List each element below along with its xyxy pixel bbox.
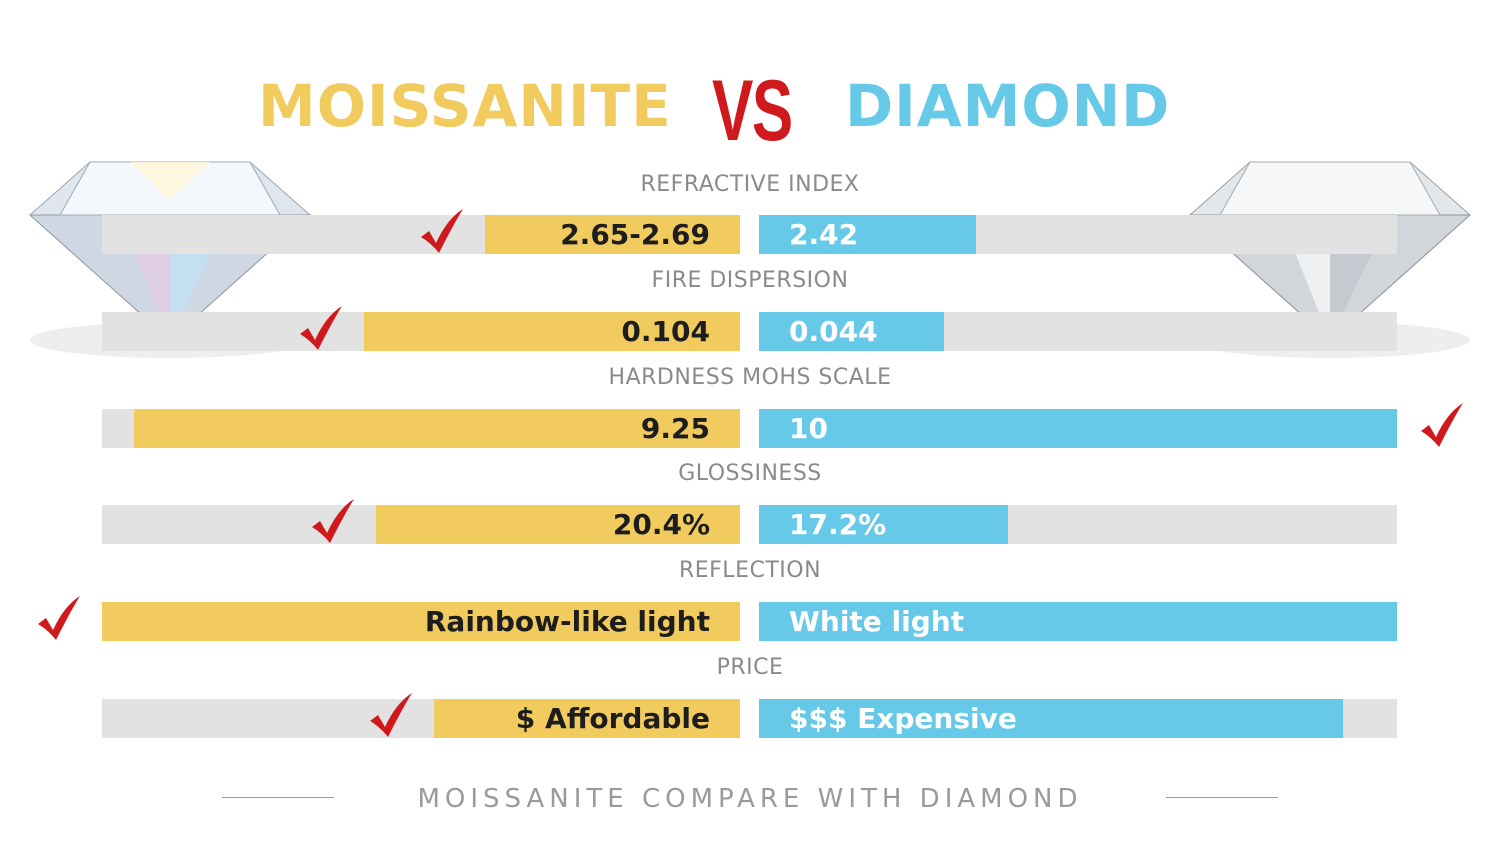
moissanite-bar <box>434 699 740 738</box>
diamond-track: 2.42 <box>759 215 1397 254</box>
diamond-value: 17.2% <box>789 508 887 541</box>
footer-divider-left <box>222 797 334 798</box>
checkmark-icon <box>1419 401 1465 449</box>
moissanite-value: 20.4% <box>612 508 710 541</box>
moissanite-value: $ Affordable <box>515 702 710 735</box>
vs-label: VS <box>712 63 793 159</box>
diamond-bar <box>759 312 944 351</box>
moissanite-value: 0.104 <box>621 315 710 348</box>
diamond-track: $$$ Expensive <box>759 699 1397 738</box>
row-label: FIRE DISPERSION <box>651 268 849 293</box>
moissanite-title: MOISSANITE <box>258 72 672 140</box>
moissanite-bar <box>485 215 740 254</box>
diamond-bar <box>759 505 1008 544</box>
diamond-track: 0.044 <box>759 312 1397 351</box>
moissanite-bar <box>376 505 740 544</box>
diamond-value: White light <box>789 605 965 638</box>
row-label: REFRACTIVE INDEX <box>640 172 860 197</box>
checkmark-icon <box>36 594 82 642</box>
checkmark-icon <box>298 304 344 352</box>
moissanite-bar <box>134 409 740 448</box>
moissanite-bar <box>364 312 740 351</box>
row-label: HARDNESS MOHS SCALE <box>608 365 892 390</box>
moissanite-bar <box>102 602 740 641</box>
diamond-value: $$$ Expensive <box>789 702 1017 735</box>
moissanite-track: $ Affordable <box>102 699 740 738</box>
moissanite-track: 20.4% <box>102 505 740 544</box>
moissanite-value: 2.65-2.69 <box>560 218 710 251</box>
moissanite-track: 0.104 <box>102 312 740 351</box>
diamond-track: 10 <box>759 409 1397 448</box>
footer-caption: MOISSANITE COMPARE WITH DIAMOND <box>417 784 1083 814</box>
row-label: REFLECTION <box>678 558 822 583</box>
diamond-track: White light <box>759 602 1397 641</box>
diamond-track: 17.2% <box>759 505 1397 544</box>
moissanite-value: 9.25 <box>640 412 710 445</box>
checkmark-icon <box>368 691 414 739</box>
diamond-value: 10 <box>789 412 828 445</box>
diamond-bar <box>759 409 1397 448</box>
row-label: PRICE <box>716 655 784 680</box>
footer-divider-right <box>1166 797 1278 798</box>
diamond-bar <box>759 215 976 254</box>
diamond-bar <box>759 602 1397 641</box>
checkmark-icon <box>310 497 356 545</box>
diamond-value: 0.044 <box>789 315 878 348</box>
checkmark-icon <box>419 207 465 255</box>
row-label: GLOSSINESS <box>678 461 822 486</box>
moissanite-track: 2.65-2.69 <box>102 215 740 254</box>
diamond-value: 2.42 <box>789 218 859 251</box>
moissanite-track: Rainbow-like light <box>102 602 740 641</box>
moissanite-value: Rainbow-like light <box>424 605 710 638</box>
moissanite-track: 9.25 <box>102 409 740 448</box>
diamond-bar <box>759 699 1343 738</box>
diamond-title: DIAMOND <box>845 72 1171 140</box>
